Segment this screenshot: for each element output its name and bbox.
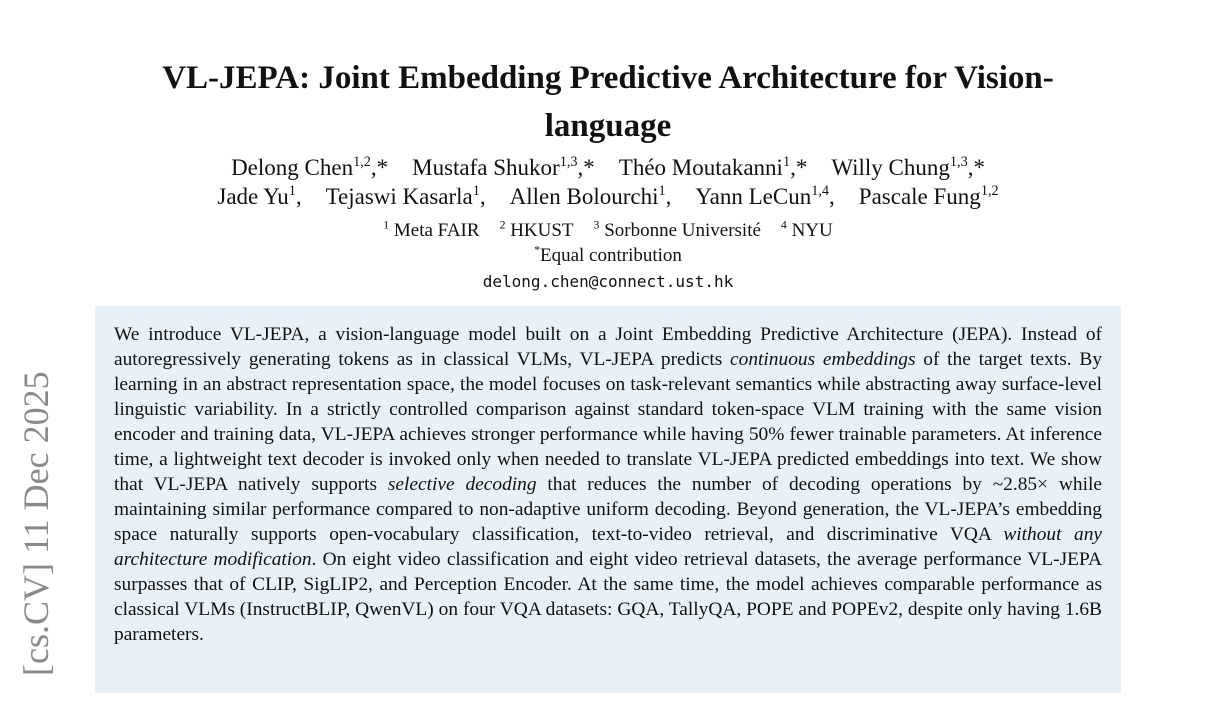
author-line-1: Delong Chen1,2,* Mustafa Shukor1,3,* Théo … [100,153,1116,182]
abstract-segment: that reduces the number of decoding oper… [114,474,1102,545]
author-affiliation-sup: 1,3 [559,154,578,171]
equal-contribution-note: *Equal contribution [100,244,1116,268]
author-affiliation-sup: 1,2 [353,154,371,171]
abstract-text: We introduce VL-JEPA, a vision-language … [114,322,1102,647]
author-name: Delong Chen1,2,* [231,155,388,180]
author-name-text: Delong Chen [231,155,354,180]
author-name-text: Pascale Fung [858,184,981,209]
author-mark: ,* [577,155,595,180]
author-mark: , [295,184,302,209]
abstract-segment: We introduce VL-JEPA, a vision-language … [114,324,1102,370]
affiliation-sup: 1 [383,218,390,232]
author-mark: , [665,184,672,209]
abstract-emphasis: selective decoding [387,474,537,495]
author-mark: , [479,184,486,209]
author-affiliation-sup: 1 [288,183,296,200]
abstract-segment: . On eight video classification and eigh… [114,549,1103,645]
author-name: Pascale Fung1,2 [859,184,999,209]
author-affiliation-sup: 1,2 [980,183,999,200]
author-affiliation-sup: 1 [782,154,791,171]
author-mark: , [829,184,835,209]
author-affiliation-sup: 1,4 [811,183,830,200]
affiliation-name: Sorbonne Université [604,220,761,241]
abstract-segment: of the target texts. By learning in an a… [114,349,1103,495]
abstract-box [95,306,1121,693]
author-mark: ,* [790,155,808,180]
paper-title: VL-JEPA: Joint Embedding Predictive Arch… [162,60,1054,144]
equal-contribution-text: Equal contribution [539,245,682,266]
arxiv-stamp: [cs.CV] 11 Dec 2025 [16,371,56,676]
affiliation: 1 Meta FAIR [383,218,480,241]
equal-contribution-mark: * [534,243,540,257]
author-name: Mustafa Shukor1,3,* [412,155,595,180]
author-name: Tejaswi Kasarla1, [326,184,486,209]
author-list: Delong Chen1,2,* Mustafa Shukor1,3,* Théo … [100,153,1116,211]
affiliation-list: 1 Meta FAIR 2 HKUST 3 Sorbonne Université 4… [100,219,1116,243]
author-name: Willy Chung1,3,* [831,155,985,180]
author-name-text: Allen Bolourchi [509,184,659,209]
author-mark: ,* [967,155,985,180]
affiliation-name: Meta FAIR [393,220,480,241]
affiliation-name: NYU [791,220,833,241]
author-name: Jade Yu1, [217,184,301,209]
affiliation-sup: 4 [780,218,787,232]
affiliation: 2 HKUST [499,218,574,241]
author-name-text: Willy Chung [831,155,950,180]
author-mark: ,* [370,155,389,180]
author-affiliation-sup: 1,3 [949,154,968,171]
author-name: Yann LeCun1,4, [695,184,834,209]
affiliation: 4 NYU [780,218,833,241]
author-line-2: Jade Yu1, Tejaswi Kasarla1, Allen Bolourch… [100,182,1116,211]
author-name-text: Tejaswi Kasarla [325,184,473,209]
affiliation-sup: 3 [593,218,600,232]
affiliation-name: HKUST [510,220,574,241]
author-name: Allen Bolourchi1, [510,184,672,209]
author-affiliation-sup: 1 [658,183,666,200]
author-name-text: Yann LeCun [695,184,812,209]
affiliation-sup: 2 [499,218,506,232]
author-name-text: Mustafa Shukor [412,155,560,180]
abstract-emphasis: without any architecture modification [114,524,1102,570]
abstract-emphasis: continuous embeddings [730,349,916,370]
author-affiliation-sup: 1 [472,183,480,200]
author-name-text: Jade Yu [217,184,289,209]
author-name: Théo Moutakanni1,* [619,155,808,180]
affiliation: 3 Sorbonne Université [593,218,761,241]
author-name-text: Théo Moutakanni [618,155,783,180]
contact-email[interactable]: delong.chen@connect.ust.hk [482,272,734,291]
